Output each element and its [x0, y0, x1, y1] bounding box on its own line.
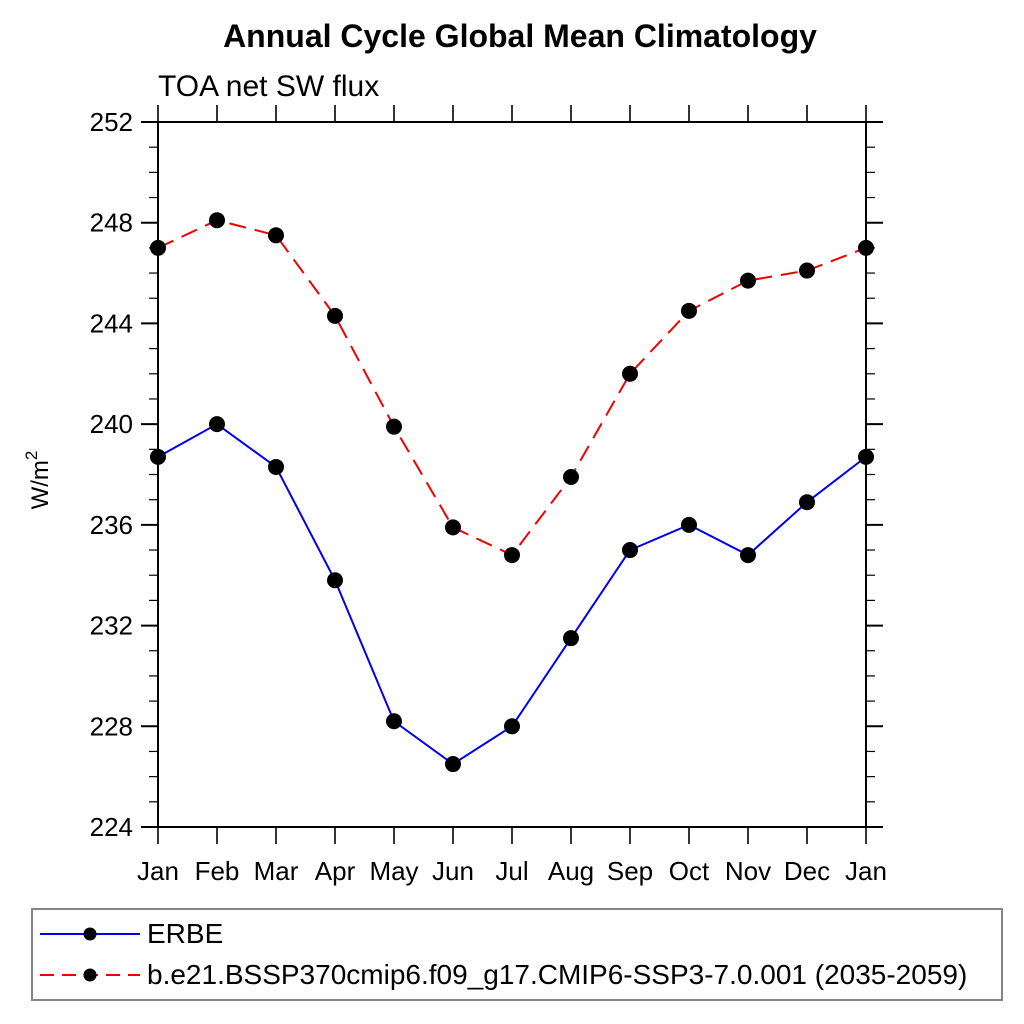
series-markers-0 — [150, 416, 874, 773]
y-tick-label: 224 — [90, 812, 133, 842]
chart-subtitle: TOA net SW flux — [158, 70, 379, 103]
x-tick-label: Jun — [432, 856, 474, 886]
y-axis: 224 228 232 236 240 244 248 252 — [90, 107, 883, 842]
legend-item-erbe: ERBE — [38, 916, 1001, 952]
y-tick-label: 228 — [90, 711, 133, 741]
legend: ERBE b.e21.BSSP370cmip6.f09_g17.CMIP6-SS… — [31, 908, 1003, 1001]
y-tick-label: 252 — [90, 107, 133, 137]
legend-label-erbe: ERBE — [147, 917, 224, 949]
y-tick-label: 232 — [90, 611, 133, 641]
legend-item-model: b.e21.BSSP370cmip6.f09_g17.CMIP6-SSP3-7.… — [38, 957, 1001, 993]
toa-net-sw-flux-chart: Annual Cycle Global Mean Climatology TOA… — [22, 18, 887, 886]
x-tick-label: Mar — [254, 856, 299, 886]
series-markers-1 — [150, 212, 874, 564]
y-tick-label: 248 — [90, 208, 133, 238]
chart-title: Annual Cycle Global Mean Climatology — [223, 18, 817, 54]
x-tick-label: Apr — [315, 856, 356, 886]
y-tick-label: 240 — [90, 409, 133, 439]
legend-label-model: b.e21.BSSP370cmip6.f09_g17.CMIP6-SSP3-7.… — [147, 959, 968, 991]
y-axis-label: W/m2 — [22, 451, 54, 510]
dashed-line-marker-swatch — [40, 968, 140, 982]
x-tick-label: Jan — [845, 856, 887, 886]
x-tick-label: May — [369, 856, 418, 886]
series-line-0 — [157, 422, 867, 766]
x-axis: Jan Feb Mar Apr May Jun Jul Aug Sep Oct Nov Dec Jan — [137, 105, 887, 886]
x-tick-label: Dec — [784, 856, 830, 886]
x-tick-label: Feb — [195, 856, 240, 886]
x-tick-label: Jan — [137, 856, 179, 886]
x-tick-label: Aug — [548, 856, 594, 886]
y-tick-label: 244 — [90, 308, 133, 338]
solid-line-marker-swatch — [40, 927, 140, 941]
x-tick-label: Sep — [607, 856, 653, 886]
x-tick-label: Jul — [495, 856, 528, 886]
x-tick-label: Oct — [669, 856, 710, 886]
plot-area: Jan Feb Mar Apr May Jun Jul Aug Sep Oct Nov Dec Jan2… — [90, 105, 887, 886]
series-line-1 — [157, 219, 867, 557]
x-tick-label: Nov — [725, 856, 771, 886]
y-tick-label: 236 — [90, 510, 133, 540]
